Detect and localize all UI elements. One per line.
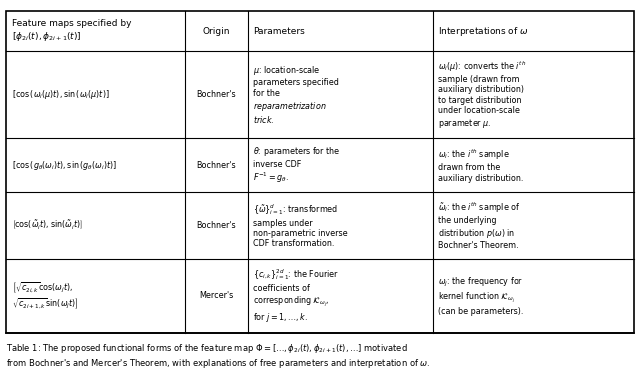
Text: Table 1: The proposed functional forms of the feature map $\Phi = [\ldots, \phi_: Table 1: The proposed functional forms o… — [6, 342, 431, 370]
Text: $\omega_i(\mu)$: converts the $i^{th}$
sample (drawn from
auxiliary distribution: $\omega_i(\mu)$: converts the $i^{th}$ s… — [438, 59, 526, 130]
Text: $\left[\cos\left(\omega_i(\mu)t\right), \sin\left(\omega_i(\mu)t\right)\right]$: $\left[\cos\left(\omega_i(\mu)t\right), … — [12, 88, 109, 101]
Text: $\tilde{\omega}_i$: the $i^{th}$ sample of
the underlying
distribution $p(\omega: $\tilde{\omega}_i$: the $i^{th}$ sample … — [438, 200, 520, 250]
Text: Origin: Origin — [203, 26, 230, 36]
Text: $\{\tilde{\omega}\}_{i=1}^{d}$: transformed
samples under
non-parametric inverse: $\{\tilde{\omega}\}_{i=1}^{d}$: transfor… — [253, 202, 348, 248]
Text: Feature maps specified by
$[\phi_{2i}(t), \phi_{2i+1}(t)]$: Feature maps specified by $[\phi_{2i}(t)… — [12, 19, 131, 43]
Text: Bochner's: Bochner's — [196, 161, 236, 170]
Text: Parameters: Parameters — [253, 26, 305, 36]
Bar — [6, 11, 634, 333]
Text: Bochner's: Bochner's — [196, 221, 236, 230]
Text: Bochner's: Bochner's — [196, 90, 236, 99]
Text: $\left[\sqrt{c_{2i,k}}\cos(\omega_j t),\right.$
$\left.\sqrt{c_{2i+1,k}}\sin(\om: $\left[\sqrt{c_{2i,k}}\cos(\omega_j t),\… — [12, 280, 78, 311]
Text: $\{c_{i,k}\}_{i=1}^{2d}$: the Fourier
coefficients of
corresponding $\mathcal{K}: $\{c_{i,k}\}_{i=1}^{2d}$: the Fourier co… — [253, 268, 339, 324]
Text: $\left[\cos\left(g_\theta(\omega_i)t\right), \sin\left(g_\theta(\omega_i)t\right: $\left[\cos\left(g_\theta(\omega_i)t\rig… — [12, 159, 116, 172]
Text: Interpretations of $\omega$: Interpretations of $\omega$ — [438, 25, 529, 37]
Text: $\omega_i$: the $i^{th}$ sample
drawn from the
auxiliary distribution.: $\omega_i$: the $i^{th}$ sample drawn fr… — [438, 147, 524, 183]
Text: Mercer's: Mercer's — [200, 291, 234, 300]
Text: $\omega_j$: the frequency for
kernel function $\mathcal{K}_{\omega_j}$
(can be p: $\omega_j$: the frequency for kernel fun… — [438, 276, 524, 316]
Text: $\left[\cos(\tilde{\omega}_i t), \sin(\tilde{\omega}_i t)\right]$: $\left[\cos(\tilde{\omega}_i t), \sin(\t… — [12, 219, 83, 232]
Text: $\mu$: location-scale
parameters specified
for the
$\it{reparametrization}$
$\it: $\mu$: location-scale parameters specifi… — [253, 64, 339, 125]
Text: $\theta$: parameters for the
inverse CDF
$F^{-1} = g_\theta.$: $\theta$: parameters for the inverse CDF… — [253, 145, 340, 185]
